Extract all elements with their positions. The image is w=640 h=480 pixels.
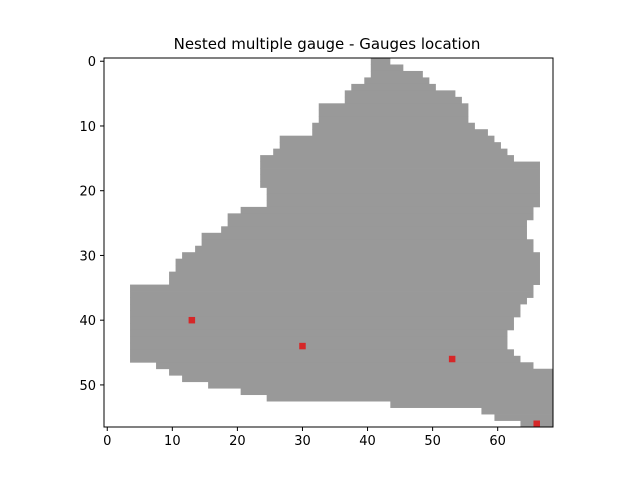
x-tick-label: 20 bbox=[229, 434, 246, 449]
catchment-cell-row bbox=[169, 278, 540, 285]
catchment-cell-row bbox=[260, 161, 540, 169]
catchment-cell-row bbox=[130, 336, 508, 344]
catchment-cell-row bbox=[266, 193, 540, 201]
catchment-cell-row bbox=[273, 148, 508, 156]
catchment-cell-row bbox=[201, 232, 527, 240]
catchment-raster bbox=[130, 58, 554, 428]
catchment-cell-row bbox=[130, 291, 534, 298]
y-tick-label: 20 bbox=[79, 185, 96, 200]
catchment-cell-row bbox=[370, 64, 404, 72]
x-tick-label: 60 bbox=[489, 434, 506, 449]
catchment-cell-row bbox=[344, 90, 456, 98]
catchment-cell-row bbox=[169, 271, 540, 279]
catchment-cell-row bbox=[390, 401, 553, 408]
catchment-cell-row bbox=[370, 58, 391, 65]
y-axis: 0 10 20 30 40 50 bbox=[79, 55, 104, 394]
x-tick-label: 50 bbox=[424, 434, 441, 449]
catchment-cell-row bbox=[130, 304, 521, 311]
catchment-cell-row bbox=[130, 349, 514, 357]
y-tick-label: 10 bbox=[79, 120, 96, 135]
catchment-cell-row bbox=[130, 355, 521, 363]
catchment-cell-row bbox=[260, 168, 540, 175]
catchment-cell-row bbox=[494, 414, 553, 421]
catchment-cell-row bbox=[130, 329, 508, 337]
catchment-cell-row bbox=[364, 77, 430, 85]
gauge-marker bbox=[448, 355, 456, 363]
catchment-cell-row bbox=[266, 394, 553, 402]
catchment-cell-row bbox=[130, 323, 514, 331]
catchment-cell-row bbox=[312, 129, 488, 137]
catchment-cell-row bbox=[318, 109, 469, 117]
catchment-cell-row bbox=[130, 342, 508, 350]
catchment-cell-row bbox=[481, 407, 553, 415]
catchment-cell-row bbox=[351, 83, 436, 91]
catchment-cell-row bbox=[240, 206, 534, 214]
gauge-marker bbox=[188, 316, 196, 324]
gauge-marker bbox=[533, 420, 540, 427]
catchment-cell-row bbox=[195, 245, 534, 253]
catchment-cell-row bbox=[130, 284, 534, 292]
catchment-cell-row bbox=[175, 265, 540, 273]
gauge-marker bbox=[299, 342, 306, 350]
chart-title: Nested multiple gauge - Gauges location bbox=[174, 35, 481, 53]
catchment-cell-row bbox=[156, 362, 534, 370]
catchment-cell-row bbox=[130, 297, 527, 305]
catchment-cell-row bbox=[266, 187, 540, 195]
y-tick-label: 40 bbox=[79, 314, 96, 329]
x-tick-label: 40 bbox=[359, 434, 376, 449]
catchment-cell-row bbox=[370, 70, 423, 78]
catchment-cell-row bbox=[279, 142, 501, 150]
catchment-cell-row bbox=[260, 181, 540, 188]
catchment-cell-row bbox=[318, 116, 469, 124]
y-tick-label: 30 bbox=[79, 249, 96, 264]
x-tick-label: 30 bbox=[294, 434, 311, 449]
catchment-cell-row bbox=[169, 368, 554, 376]
catchment-cell-row bbox=[227, 213, 534, 221]
x-tick-label: 0 bbox=[103, 434, 111, 449]
catchment-cell-row bbox=[221, 226, 527, 234]
catchment-cell-row bbox=[318, 103, 469, 111]
catchment-cell-row bbox=[182, 252, 540, 260]
catchment-cell-row bbox=[130, 316, 514, 324]
catchment-cell-row bbox=[260, 174, 540, 182]
x-axis: 0 10 20 30 40 50 60 bbox=[103, 427, 506, 449]
catchment-cell-row bbox=[260, 155, 514, 162]
catchment-cell-row bbox=[312, 122, 475, 130]
catchment-cell-row bbox=[175, 258, 540, 266]
catchment-cell-row bbox=[227, 219, 527, 227]
catchment-cell-row bbox=[344, 96, 462, 104]
plot-frame bbox=[103, 57, 554, 428]
catchment-cell-row bbox=[208, 381, 553, 389]
catchment-cell-row bbox=[201, 239, 534, 247]
gauge-markers bbox=[188, 316, 540, 427]
y-tick-label: 0 bbox=[88, 55, 96, 70]
catchment-cell-row bbox=[279, 135, 495, 143]
catchment-cell-row bbox=[182, 375, 553, 383]
x-tick-label: 10 bbox=[164, 434, 181, 449]
catchment-cell-row bbox=[130, 310, 521, 318]
catchment-cell-row bbox=[266, 200, 540, 208]
catchment-cell-row bbox=[240, 388, 554, 396]
y-tick-label: 50 bbox=[79, 379, 96, 394]
